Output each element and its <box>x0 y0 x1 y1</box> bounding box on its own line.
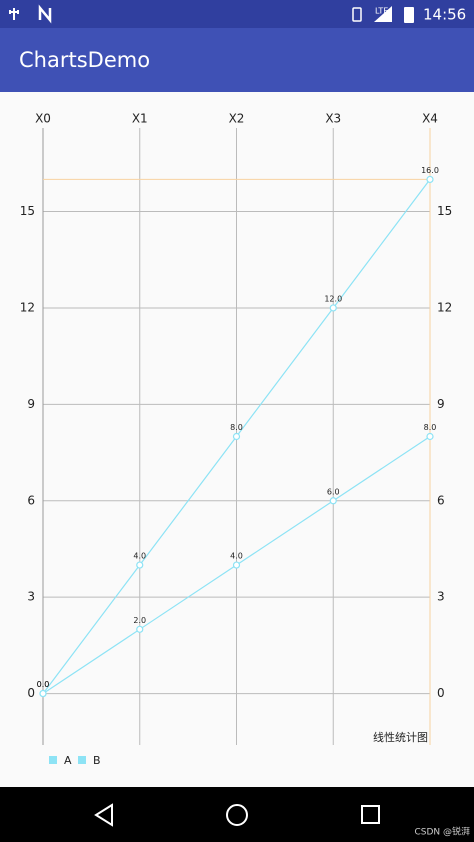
clock: 14:56 <box>423 6 466 24</box>
notification-icon <box>38 4 52 24</box>
watermark: CSDN @锐湃 <box>414 826 470 838</box>
data-label: 6.0 <box>327 487 340 496</box>
data-point <box>329 497 337 505</box>
x-tick-label: X3 <box>325 112 341 126</box>
app-title: ChartsDemo <box>19 48 150 72</box>
recents-button[interactable] <box>361 805 380 824</box>
y2-tick-label: 0 <box>437 686 445 700</box>
data-label: 12.0 <box>324 294 342 303</box>
y2-tick-label: 3 <box>437 590 445 604</box>
y2-tick-label: 9 <box>437 397 445 411</box>
data-label: 0.0 <box>37 680 50 689</box>
x-tick-label: X0 <box>35 112 51 126</box>
y2-tick-label: 15 <box>437 204 452 218</box>
home-button[interactable] <box>226 804 248 826</box>
x-tick-label: X4 <box>422 112 438 126</box>
y-tick-label: 3 <box>27 590 35 604</box>
y2-tick-label: 12 <box>437 300 452 314</box>
y-tick-label: 15 <box>20 204 35 218</box>
data-label: 4.0 <box>133 552 146 561</box>
data-point <box>39 689 47 698</box>
legend-swatch <box>78 756 86 764</box>
data-point <box>136 561 144 569</box>
y-tick-label: 0 <box>27 686 35 700</box>
status-bar <box>0 0 474 28</box>
data-point <box>426 175 434 184</box>
data-label: 0.0 <box>37 680 50 689</box>
legend-label: B <box>93 754 101 767</box>
y2-tick-label: 6 <box>437 493 445 507</box>
data-label: 4.0 <box>230 552 243 561</box>
navigation-bar <box>0 787 474 842</box>
legend-label: A <box>64 754 72 767</box>
legend-swatch <box>49 756 57 764</box>
signal-icon <box>374 6 392 22</box>
y-tick-label: 6 <box>27 493 35 507</box>
x-tick-label: X1 <box>132 112 148 126</box>
y-tick-label: 12 <box>20 300 35 314</box>
x-tick-label: X2 <box>229 112 245 126</box>
chart: X0 X1 X2 X3 X4 0 0 3 3 6 6 9 9 12 12 15 15 0.0 4.0 8.0 12.0 1… <box>20 112 453 768</box>
data-point <box>426 432 434 441</box>
back-button[interactable] <box>94 803 113 827</box>
data-point <box>136 625 144 633</box>
data-point <box>232 561 241 569</box>
usb-icon <box>9 8 19 20</box>
chart-description: 线性统计图 <box>373 730 428 744</box>
data-label: 16.0 <box>421 166 439 175</box>
vibrate-icon <box>352 7 362 22</box>
data-label: 8.0 <box>424 423 437 432</box>
battery-icon <box>404 7 414 23</box>
network-type: LTE <box>375 7 388 16</box>
data-label: 2.0 <box>133 616 146 625</box>
app-bar <box>0 28 474 92</box>
data-label: 8.0 <box>230 423 243 432</box>
data-point <box>232 432 241 441</box>
y-tick-label: 9 <box>27 397 35 411</box>
data-point <box>329 304 337 312</box>
